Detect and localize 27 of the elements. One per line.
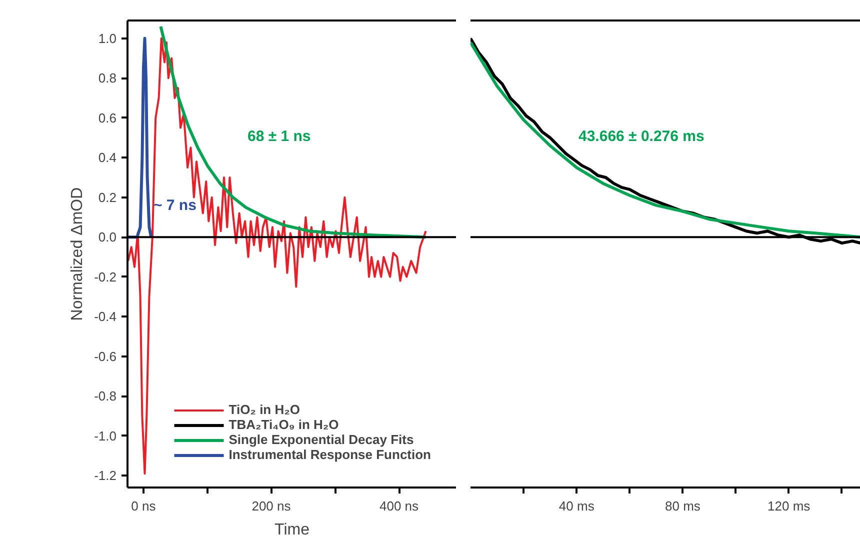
x-tick-label: 80 ms (665, 498, 701, 514)
y-tick-label: -1.2 (94, 468, 117, 484)
y-tick-label: 0.0 (98, 230, 117, 245)
y-tick-label: -0.4 (94, 309, 117, 324)
x-tick-label: 400 ns (379, 498, 420, 514)
legend-label: Instrumental Response Function (228, 447, 431, 462)
x-tick-label: 200 ns (252, 498, 292, 514)
legend-label: Single Exponential Decay Fits (228, 432, 414, 447)
y-tick-label: -1.0 (94, 428, 117, 444)
x-axis-title: Time (274, 522, 310, 538)
x-tick-label: 0 ns (131, 498, 156, 514)
y-axis-title: Normalized ΔmOD (69, 187, 86, 321)
y-tick-label: 0.4 (98, 150, 117, 166)
annotation: 43.666 ± 0.276 ms (578, 128, 704, 145)
annotation: 68 ± 1 ns (248, 128, 311, 145)
y-tick-label: -0.8 (94, 388, 117, 404)
y-tick-label: 0.6 (98, 110, 117, 126)
legend-label: TBA₂Ti₄O₉ in H₂O (228, 417, 339, 432)
y-tick-label: -0.6 (94, 348, 117, 364)
y-tick-label: -0.2 (94, 269, 117, 284)
x-tick-label: 120 ms (768, 498, 811, 514)
legend-label: TiO₂ in H₂O (228, 402, 300, 417)
y-tick-label: 0.2 (98, 190, 117, 205)
y-tick-label: 1.0 (98, 30, 117, 46)
y-tick-label: 0.8 (98, 70, 117, 86)
annotation: ~ 7 ns (154, 197, 196, 214)
x-tick-label: 40 ms (558, 498, 595, 514)
